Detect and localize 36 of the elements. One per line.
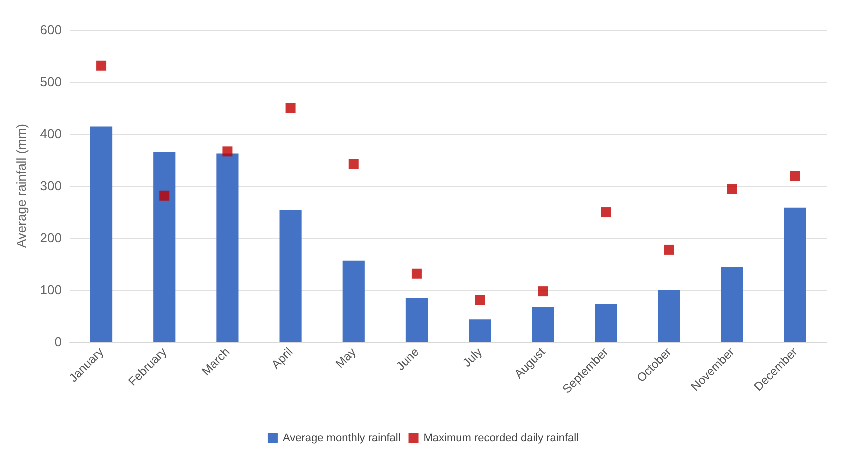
point: [727, 184, 738, 194]
point: [601, 208, 612, 218]
x-tick-label: July: [460, 345, 485, 370]
y-tick-label: 100: [40, 282, 62, 298]
y-tick-label: 400: [40, 126, 62, 142]
bar: [154, 152, 176, 342]
y-tick-label: 0: [54, 334, 62, 350]
bar: [406, 298, 428, 342]
point: [412, 268, 422, 279]
bar: [658, 290, 680, 342]
point: [160, 190, 170, 201]
point: [348, 159, 359, 170]
x-tick-label: May: [332, 345, 359, 371]
point: [96, 60, 107, 71]
point: [222, 146, 233, 157]
y-tick-label: 300: [40, 178, 62, 194]
bar: [90, 126, 113, 342]
bar: [216, 154, 239, 342]
point: [475, 295, 486, 306]
point: [286, 103, 296, 113]
bar: [280, 210, 302, 342]
point: [538, 286, 548, 297]
y-tick-label: 200: [40, 230, 62, 246]
point: [790, 171, 800, 182]
bar: [784, 208, 806, 342]
point: [664, 244, 674, 255]
bar: [469, 320, 492, 342]
bar: [532, 307, 554, 342]
legend-label: Average monthly rainfall: [282, 432, 401, 444]
legend-label: Maximum recorded daily rainfall: [424, 432, 580, 444]
y-tick-label: 500: [40, 74, 62, 90]
bar: [342, 260, 365, 342]
y-tick-label: 600: [40, 22, 62, 38]
y-axis-title: Average rainfall (mm): [14, 124, 29, 248]
bar: [595, 304, 618, 342]
bar: [721, 267, 744, 342]
